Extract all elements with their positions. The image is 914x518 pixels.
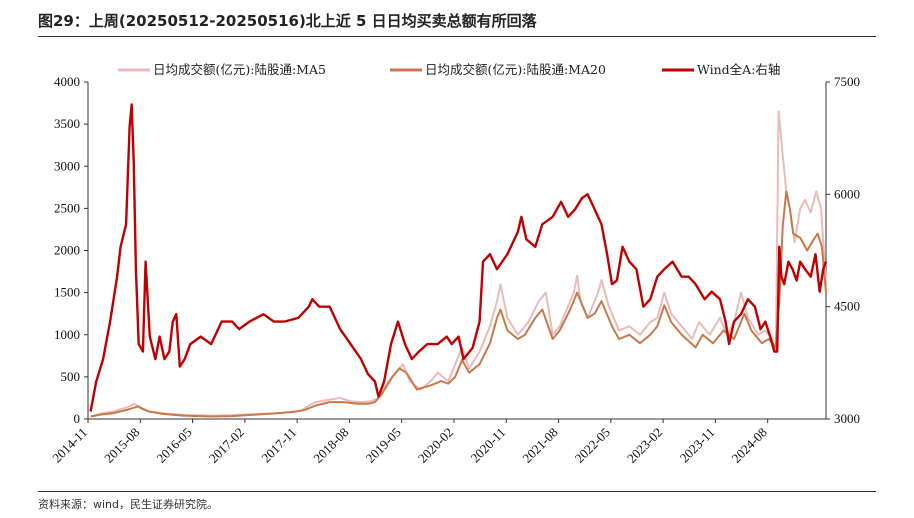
winda-line: [89, 103, 828, 412]
series-lines: [89, 103, 828, 418]
y-left-tick-label: 2500: [54, 200, 80, 215]
ma20-line: [90, 190, 827, 418]
y-left-tick-label: 4000: [54, 74, 80, 89]
y-right-tick-label: 3000: [834, 411, 860, 426]
x-tick-label: 2020-11: [467, 425, 508, 466]
x-tick-label: 2019-05: [363, 425, 404, 466]
x-tick-label: 2017-11: [258, 425, 299, 466]
x-tick-label: 2023-02: [624, 425, 665, 466]
y-left-tick-label: 0: [74, 411, 81, 426]
y-left-tick-label: 3000: [54, 158, 80, 173]
x-tick-label: 2016-05: [153, 425, 194, 466]
figure-title: 图29：上周(20250512-20250516)北上近 5 日日均买卖总额有所…: [38, 12, 537, 30]
source-note: 资料来源：wind，民生证券研究院。: [38, 498, 219, 511]
x-tick-label: 2018-08: [310, 425, 351, 466]
axes: 0 500 1000 1500 2000 2500 3000 3500 4000 3000 4500…: [49, 74, 860, 466]
y-left-tick-label: 3500: [54, 116, 80, 131]
footer-rule: [38, 491, 876, 492]
x-tick-label: 2014-11: [49, 425, 90, 466]
title-rule: [38, 36, 876, 37]
y-right-tick-label: 6000: [834, 186, 860, 201]
legend: 日均成交额(亿元):陆股通:MA5 日均成交额(亿元):陆股通:MA20 Win…: [118, 62, 780, 77]
y-left-tick-label: 500: [61, 369, 81, 384]
x-tick-label: 2023-11: [677, 425, 718, 466]
legend-label-winda: Wind全A:右轴: [697, 62, 780, 77]
y-right-tick-label: 7500: [834, 74, 860, 89]
x-tick-label: 2024-08: [729, 425, 770, 466]
legend-label-ma20: 日均成交额(亿元):陆股通:MA20: [425, 62, 606, 77]
legend-label-ma5: 日均成交额(亿元):陆股通:MA5: [153, 62, 326, 77]
y-right-tick-label: 4500: [834, 299, 860, 314]
y-left-tick-label: 2000: [54, 243, 80, 258]
x-tick-label: 2021-08: [519, 425, 560, 466]
x-tick-label: 2017-02: [206, 425, 247, 466]
y-left-tick-label: 1500: [54, 285, 80, 300]
x-tick-label: 2015-08: [101, 425, 142, 466]
y-left-tick-label: 1000: [54, 327, 80, 342]
x-tick-label: 2022-05: [572, 425, 613, 466]
x-tick-label: 2020-02: [415, 425, 456, 466]
